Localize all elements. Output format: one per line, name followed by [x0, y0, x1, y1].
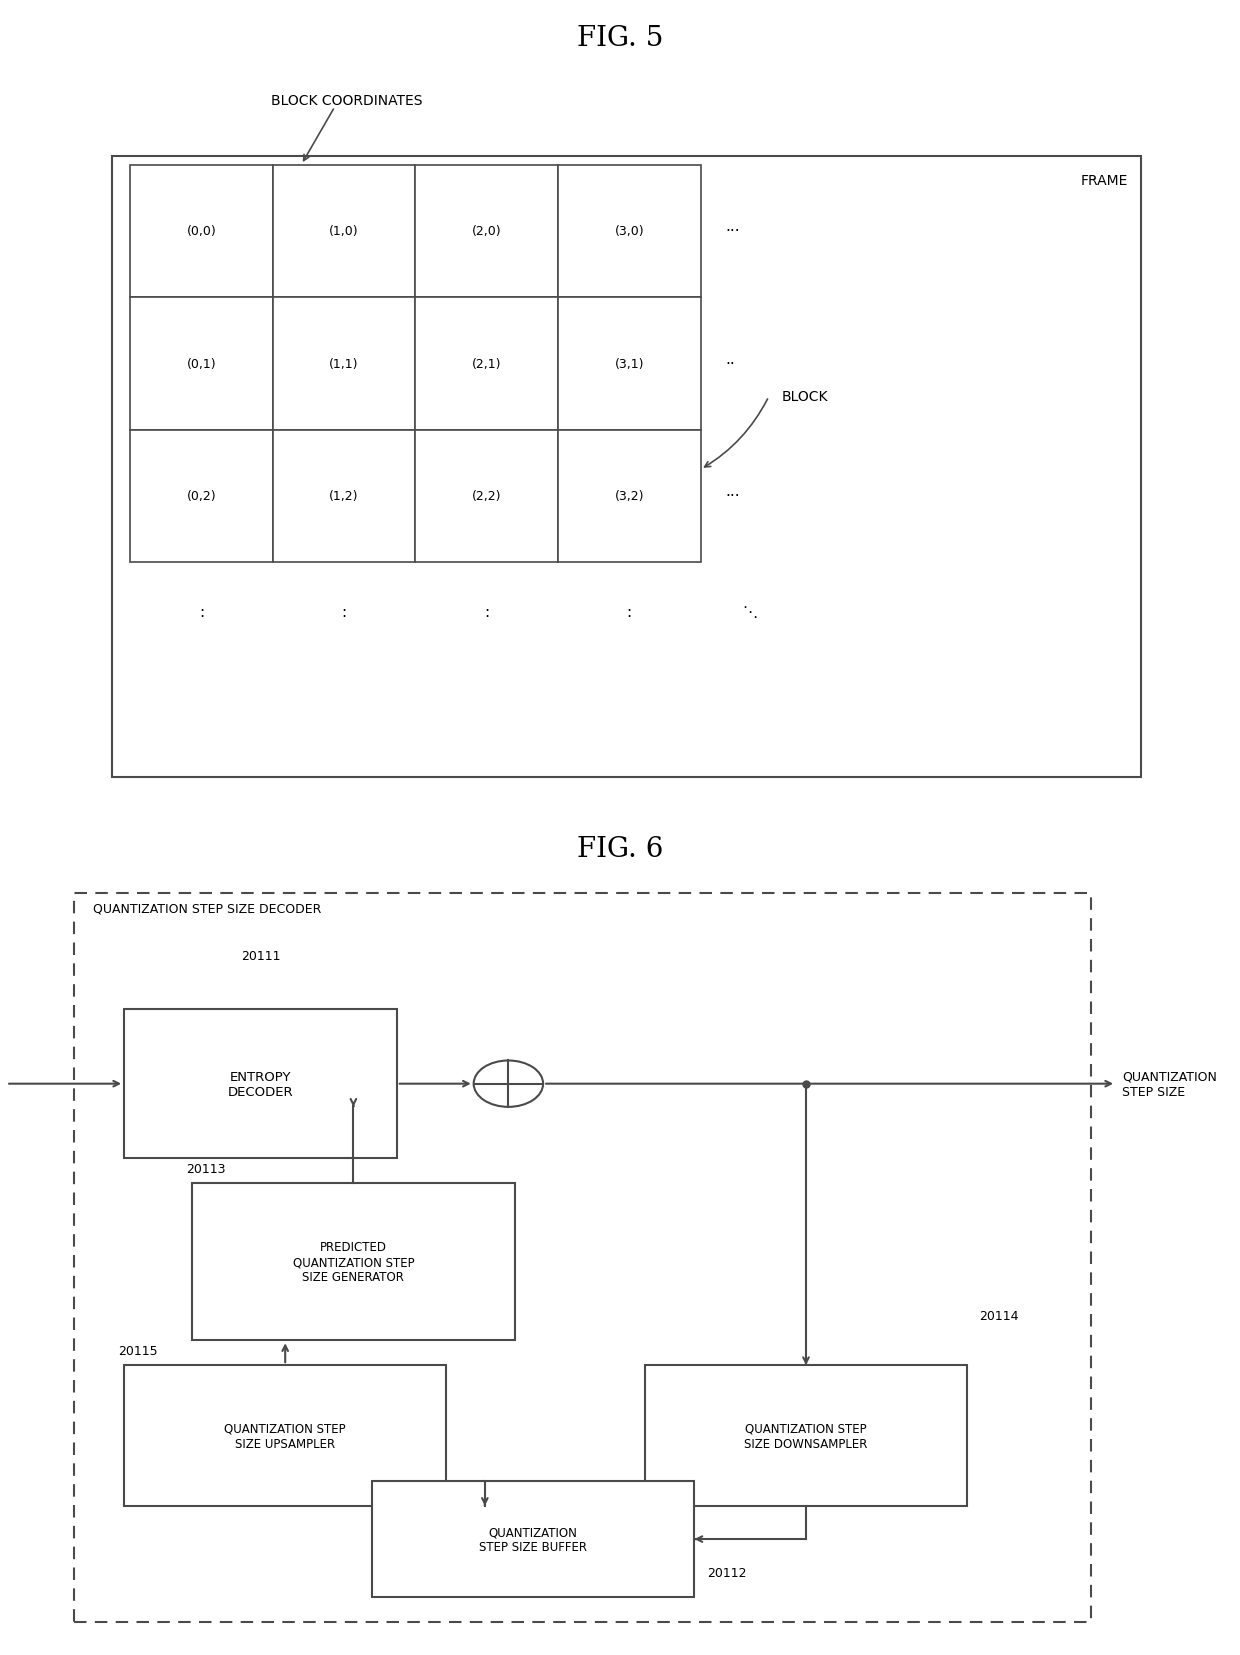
- Text: QUANTIZATION
STEP SIZE: QUANTIZATION STEP SIZE: [1122, 1071, 1218, 1097]
- Text: ENTROPY
DECODER: ENTROPY DECODER: [228, 1071, 293, 1097]
- Bar: [273, 430, 415, 563]
- Text: BLOCK: BLOCK: [781, 391, 828, 404]
- Text: QUANTIZATION STEP
SIZE DOWNSAMPLER: QUANTIZATION STEP SIZE DOWNSAMPLER: [744, 1422, 868, 1450]
- Text: 20114: 20114: [980, 1309, 1019, 1322]
- Text: (3,1): (3,1): [615, 357, 644, 371]
- Text: (1,1): (1,1): [330, 357, 358, 371]
- Text: (2,1): (2,1): [472, 357, 501, 371]
- Text: :: :: [341, 604, 347, 621]
- Text: ··: ··: [725, 356, 735, 372]
- Bar: [558, 298, 701, 430]
- Bar: [130, 298, 273, 430]
- Text: FRAME: FRAME: [1081, 174, 1128, 187]
- Bar: [112, 157, 1141, 778]
- Text: PREDICTED
QUANTIZATION STEP
SIZE GENERATOR: PREDICTED QUANTIZATION STEP SIZE GENERAT…: [293, 1241, 414, 1283]
- Text: :: :: [626, 604, 632, 621]
- Text: :: :: [484, 604, 490, 621]
- Bar: [558, 430, 701, 563]
- Bar: [645, 1365, 967, 1506]
- Text: (1,0): (1,0): [330, 225, 358, 238]
- Text: (1,2): (1,2): [330, 490, 358, 503]
- Bar: [74, 894, 1091, 1622]
- Bar: [558, 166, 701, 298]
- Bar: [130, 430, 273, 563]
- Bar: [192, 1183, 515, 1341]
- Text: (0,1): (0,1): [187, 357, 216, 371]
- Bar: [124, 1365, 446, 1506]
- Text: QUANTIZATION
STEP SIZE BUFFER: QUANTIZATION STEP SIZE BUFFER: [479, 1526, 588, 1552]
- Bar: [273, 298, 415, 430]
- Bar: [415, 430, 558, 563]
- Text: 20113: 20113: [186, 1162, 226, 1175]
- Text: BLOCK COORDINATES: BLOCK COORDINATES: [272, 94, 423, 108]
- Text: 20112: 20112: [707, 1566, 746, 1579]
- Text: ⋱: ⋱: [743, 604, 758, 621]
- Text: QUANTIZATION STEP
SIZE UPSAMPLER: QUANTIZATION STEP SIZE UPSAMPLER: [224, 1422, 346, 1450]
- Text: (0,2): (0,2): [187, 490, 216, 503]
- Text: (3,0): (3,0): [615, 225, 644, 238]
- Bar: [415, 298, 558, 430]
- Text: FIG. 5: FIG. 5: [577, 25, 663, 51]
- Text: (0,0): (0,0): [187, 225, 216, 238]
- Text: 20115: 20115: [118, 1344, 157, 1357]
- Text: (2,2): (2,2): [472, 490, 501, 503]
- Bar: [130, 166, 273, 298]
- Text: :: :: [198, 604, 205, 621]
- Bar: [124, 1010, 397, 1158]
- Text: ···: ···: [725, 488, 740, 505]
- Text: ···: ···: [725, 223, 740, 240]
- Bar: [372, 1481, 694, 1597]
- Bar: [415, 166, 558, 298]
- Text: QUANTIZATION STEP SIZE DECODER: QUANTIZATION STEP SIZE DECODER: [93, 902, 321, 915]
- Text: 20111: 20111: [241, 950, 280, 962]
- Text: (2,0): (2,0): [472, 225, 501, 238]
- Text: (3,2): (3,2): [615, 490, 644, 503]
- Text: FIG. 6: FIG. 6: [577, 836, 663, 862]
- Bar: [273, 166, 415, 298]
